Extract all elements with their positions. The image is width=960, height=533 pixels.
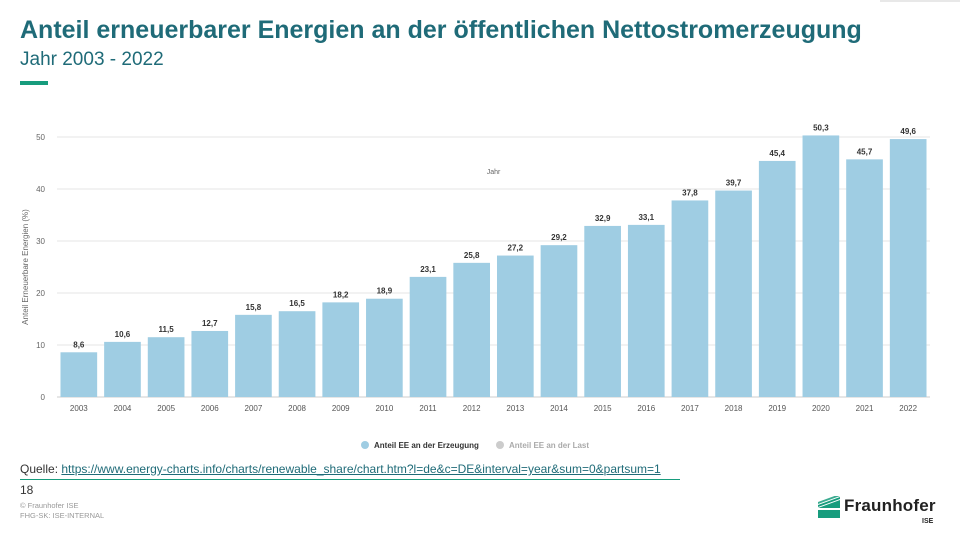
bar [584, 225, 621, 397]
logo-subtext: ISE [922, 518, 934, 525]
x-tick-label: 2010 [375, 404, 393, 413]
bar [409, 276, 447, 397]
bar [322, 302, 360, 397]
x-tick-label: 2003 [70, 404, 88, 413]
x-tick-label: 2007 [245, 404, 263, 413]
x-tick-label: 2016 [637, 404, 655, 413]
bar [496, 255, 534, 397]
x-tick-label: 2008 [288, 404, 306, 413]
bar [104, 341, 141, 397]
bar [453, 262, 491, 397]
y-tick-label: 20 [36, 289, 45, 298]
x-tick-label: 2015 [594, 404, 612, 413]
title-accent-bar [20, 81, 48, 85]
legend-label: Anteil EE an der Erzeugung [374, 441, 479, 450]
fraunhofer-logo-icon [818, 496, 840, 518]
x-tick-label: 2005 [157, 404, 175, 413]
y-tick-label: 10 [36, 341, 45, 350]
data-label: 15,8 [246, 303, 262, 312]
bar [758, 160, 796, 397]
source-label: Quelle: [20, 462, 59, 476]
source-line: Quelle: https://www.energy-charts.info/c… [20, 462, 661, 476]
x-tick-label: 2004 [114, 404, 132, 413]
copyright-line: © Fraunhofer ISE [20, 501, 79, 510]
bar [366, 298, 403, 397]
legend-marker [496, 441, 504, 449]
legend: Anteil EE an der Erzeugung Anteil EE an d… [361, 441, 589, 450]
x-tick-label: 2012 [463, 404, 481, 413]
data-label: 18,2 [333, 290, 349, 299]
data-label: 23,1 [420, 265, 436, 274]
data-label: 8,6 [73, 340, 85, 349]
bar [60, 352, 98, 397]
logo-wordmark: Fraunhofer [844, 496, 936, 515]
bar [802, 135, 840, 397]
data-label: 29,2 [551, 233, 567, 242]
x-tick-label: 2014 [550, 404, 568, 413]
data-label: 45,4 [769, 149, 785, 158]
page-title: Anteil erneuerbarer Energien an der öffe… [20, 16, 862, 44]
x-tick-label: 2021 [856, 404, 874, 413]
bar [278, 311, 316, 397]
y-tick-label: 30 [36, 237, 45, 246]
data-label: 10,6 [115, 330, 131, 339]
data-label: 25,8 [464, 251, 480, 260]
page-subtitle: Jahr 2003 - 2022 [20, 49, 164, 70]
x-tick-label: 2009 [332, 404, 350, 413]
x-tick-label: 2017 [681, 404, 699, 413]
bar [191, 330, 229, 397]
data-label: 11,5 [159, 325, 175, 334]
bar [846, 159, 883, 397]
data-label: 39,7 [726, 179, 742, 188]
x-tick-label: 2022 [899, 404, 917, 413]
y-tick-label: 50 [36, 133, 45, 142]
bar [540, 245, 578, 397]
data-label: 49,6 [900, 127, 916, 136]
bar [715, 190, 752, 397]
renewable-share-bar-chart: 0 10 20 30 40 50 Anteil Erneuerbare Energien (… [21, 123, 930, 450]
data-label: 18,9 [377, 287, 393, 296]
data-label: 45,7 [857, 147, 873, 156]
bar [671, 200, 709, 397]
data-label: 16,5 [289, 299, 305, 308]
bar [889, 139, 927, 397]
bar [627, 224, 665, 397]
data-label: 50,3 [813, 123, 829, 132]
legend-label: Anteil EE an der Last [509, 441, 589, 450]
x-tick-label: 2019 [768, 404, 786, 413]
copyright-block: © Fraunhofer ISE FHG-SK: ISE-INTERNAL [20, 501, 104, 521]
legend-marker [361, 441, 369, 449]
x-tick-label: 2013 [506, 404, 524, 413]
y-axis-title: Anteil Erneuerbare Energien (%) [21, 209, 30, 325]
top-divider [880, 0, 960, 2]
x-tick-label: 2006 [201, 404, 219, 413]
x-tick-label: 2018 [725, 404, 743, 413]
data-label: 27,2 [508, 244, 524, 253]
data-label: 37,8 [682, 188, 698, 197]
data-label: 12,7 [202, 319, 218, 328]
source-link[interactable]: https://www.energy-charts.info/charts/re… [61, 462, 661, 476]
data-label: 33,1 [638, 213, 654, 222]
bar [235, 314, 272, 397]
fraunhofer-logo: Fraunhofer ISE [818, 494, 938, 530]
legend-item[interactable]: Anteil EE an der Last [496, 441, 589, 450]
footer-divider [20, 479, 680, 480]
x-tick-label: 2011 [419, 404, 437, 413]
classification-line: FHG-SK: ISE-INTERNAL [20, 511, 105, 520]
bar [147, 337, 185, 397]
x-axis-title: Jahr [487, 169, 501, 176]
y-tick-label: 40 [36, 185, 45, 194]
page-number: 18 [20, 483, 34, 497]
x-tick-label: 2020 [812, 404, 830, 413]
legend-item[interactable]: Anteil EE an der Erzeugung [361, 441, 479, 450]
data-label: 32,9 [595, 214, 611, 223]
y-tick-label: 0 [41, 393, 46, 402]
